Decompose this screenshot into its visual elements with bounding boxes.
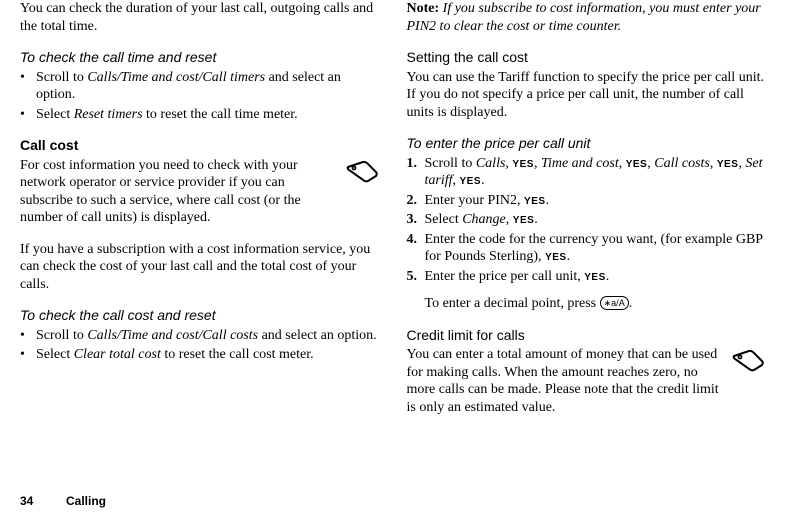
setting-call-cost-heading: Setting the call cost bbox=[407, 49, 766, 67]
list-item: • Scroll to Calls/Time and cost/Call tim… bbox=[20, 69, 379, 104]
yes-key: YES bbox=[524, 196, 546, 207]
decimal-point-hint: To enter a decimal point, press ∗a/A. bbox=[425, 295, 766, 313]
menu-path: Clear total cost bbox=[74, 347, 161, 362]
bullet-icon: • bbox=[20, 106, 36, 124]
list-item-text: Enter the price per call unit, YES. bbox=[425, 268, 610, 286]
price-tag-icon bbox=[731, 348, 765, 378]
setting-call-cost-body: You can use the Tariff function to speci… bbox=[407, 69, 766, 122]
text-fragment: Enter your PIN2, bbox=[425, 193, 525, 208]
step-number: 4. bbox=[407, 231, 425, 249]
yes-key: YES bbox=[513, 215, 535, 226]
menu-path: Time and cost bbox=[541, 156, 619, 171]
yes-key: YES bbox=[626, 159, 648, 170]
text-fragment: , bbox=[453, 173, 460, 188]
left-column: You can check the duration of your last … bbox=[20, 0, 379, 430]
step-number: 1. bbox=[407, 155, 425, 173]
call-cost-paragraph-1: For cost information you need to check w… bbox=[20, 157, 379, 227]
list-item-text: Select Reset timers to reset the call ti… bbox=[36, 106, 298, 124]
text-fragment: Scroll to bbox=[36, 328, 87, 343]
text-fragment: and select an option. bbox=[258, 328, 377, 343]
enter-price-steps: 1. Scroll to Calls, YES, Time and cost, … bbox=[407, 155, 766, 286]
check-call-time-list: • Scroll to Calls/Time and cost/Call tim… bbox=[20, 69, 379, 124]
list-item-text: Scroll to Calls/Time and cost/Call timer… bbox=[36, 69, 379, 104]
text-fragment: Select bbox=[36, 107, 74, 122]
list-item: 2. Enter your PIN2, YES. bbox=[407, 192, 766, 210]
check-call-cost-heading: To check the call cost and reset bbox=[20, 307, 379, 325]
note-label: Note: bbox=[407, 1, 440, 16]
call-cost-block: For cost information you need to check w… bbox=[20, 157, 379, 227]
page-number: 34 bbox=[20, 494, 66, 508]
text-fragment: Enter the price per call unit, bbox=[425, 269, 585, 284]
list-item: 1. Scroll to Calls, YES, Time and cost, … bbox=[407, 155, 766, 190]
text-fragment: Select bbox=[36, 347, 74, 362]
menu-path: Calls bbox=[476, 156, 506, 171]
list-item: • Select Clear total cost to reset the c… bbox=[20, 346, 379, 364]
text-fragment: , bbox=[506, 212, 513, 227]
text-fragment: . bbox=[534, 212, 538, 227]
list-item-text: Scroll to Calls, YES, Time and cost, YES… bbox=[425, 155, 766, 190]
check-call-time-heading: To check the call time and reset bbox=[20, 49, 379, 67]
text-fragment: . bbox=[481, 173, 485, 188]
list-item-text: Select Change, YES. bbox=[425, 211, 538, 229]
credit-limit-block: You can enter a total amount of money th… bbox=[407, 346, 766, 416]
list-item: • Scroll to Calls/Time and cost/Call cos… bbox=[20, 327, 379, 345]
yes-key: YES bbox=[545, 252, 567, 263]
yes-key: YES bbox=[717, 159, 739, 170]
list-item: • Select Reset timers to reset the call … bbox=[20, 106, 379, 124]
section-title: Calling bbox=[66, 494, 106, 508]
yes-key: YES bbox=[460, 176, 482, 187]
text-fragment: to reset the call cost meter. bbox=[161, 347, 314, 362]
text-fragment: . bbox=[567, 249, 571, 264]
menu-path: Call costs bbox=[654, 156, 710, 171]
bullet-icon: • bbox=[20, 69, 36, 87]
call-cost-paragraph-2: If you have a subscription with a cost i… bbox=[20, 241, 379, 294]
text-fragment: , bbox=[534, 156, 541, 171]
list-item-text: Enter the code for the currency you want… bbox=[425, 231, 766, 266]
text-fragment: Scroll to bbox=[425, 156, 476, 171]
check-call-cost-list: • Scroll to Calls/Time and cost/Call cos… bbox=[20, 327, 379, 364]
list-item-text: Select Clear total cost to reset the cal… bbox=[36, 346, 314, 364]
text-fragment: Scroll to bbox=[36, 70, 87, 85]
text-fragment: to reset the call time meter. bbox=[143, 107, 298, 122]
text-fragment: . bbox=[629, 296, 633, 311]
credit-limit-heading: Credit limit for calls bbox=[407, 327, 766, 345]
note-paragraph: Note: If you subscribe to cost informati… bbox=[407, 0, 766, 35]
text-fragment: To enter a decimal point, press bbox=[425, 296, 600, 311]
bullet-icon: • bbox=[20, 327, 36, 345]
list-item-text: Scroll to Calls/Time and cost/Call costs… bbox=[36, 327, 377, 345]
intro-paragraph: You can check the duration of your last … bbox=[20, 0, 379, 35]
enter-price-heading: To enter the price per call unit bbox=[407, 135, 766, 153]
text-fragment: . bbox=[606, 269, 610, 284]
menu-path: Change bbox=[462, 212, 506, 227]
right-column: Note: If you subscribe to cost informati… bbox=[407, 0, 766, 430]
list-item: 4. Enter the code for the currency you w… bbox=[407, 231, 766, 266]
menu-path: Calls/Time and cost/Call costs bbox=[87, 328, 258, 343]
bullet-icon: • bbox=[20, 346, 36, 364]
text-fragment: , bbox=[619, 156, 626, 171]
page-footer: 34Calling bbox=[20, 494, 106, 508]
credit-limit-body: You can enter a total amount of money th… bbox=[407, 346, 766, 416]
note-body: If you subscribe to cost information, yo… bbox=[407, 1, 761, 34]
step-number: 5. bbox=[407, 268, 425, 286]
asterisk-key-icon: ∗a/A bbox=[600, 296, 629, 310]
step-number: 2. bbox=[407, 192, 425, 210]
menu-path: Calls/Time and cost/Call timers bbox=[87, 70, 265, 85]
list-item-text: Enter your PIN2, YES. bbox=[425, 192, 550, 210]
list-item: 3. Select Change, YES. bbox=[407, 211, 766, 229]
price-tag-icon bbox=[345, 159, 379, 189]
text-fragment: Select bbox=[425, 212, 463, 227]
list-item: 5. Enter the price per call unit, YES. bbox=[407, 268, 766, 286]
text-fragment: Enter the code for the currency you want… bbox=[425, 232, 763, 265]
yes-key: YES bbox=[512, 159, 534, 170]
text-fragment: , bbox=[710, 156, 717, 171]
call-cost-heading: Call cost bbox=[20, 137, 379, 155]
text-fragment: . bbox=[546, 193, 550, 208]
yes-key: YES bbox=[584, 272, 606, 283]
menu-path: Reset timers bbox=[74, 107, 143, 122]
step-number: 3. bbox=[407, 211, 425, 229]
